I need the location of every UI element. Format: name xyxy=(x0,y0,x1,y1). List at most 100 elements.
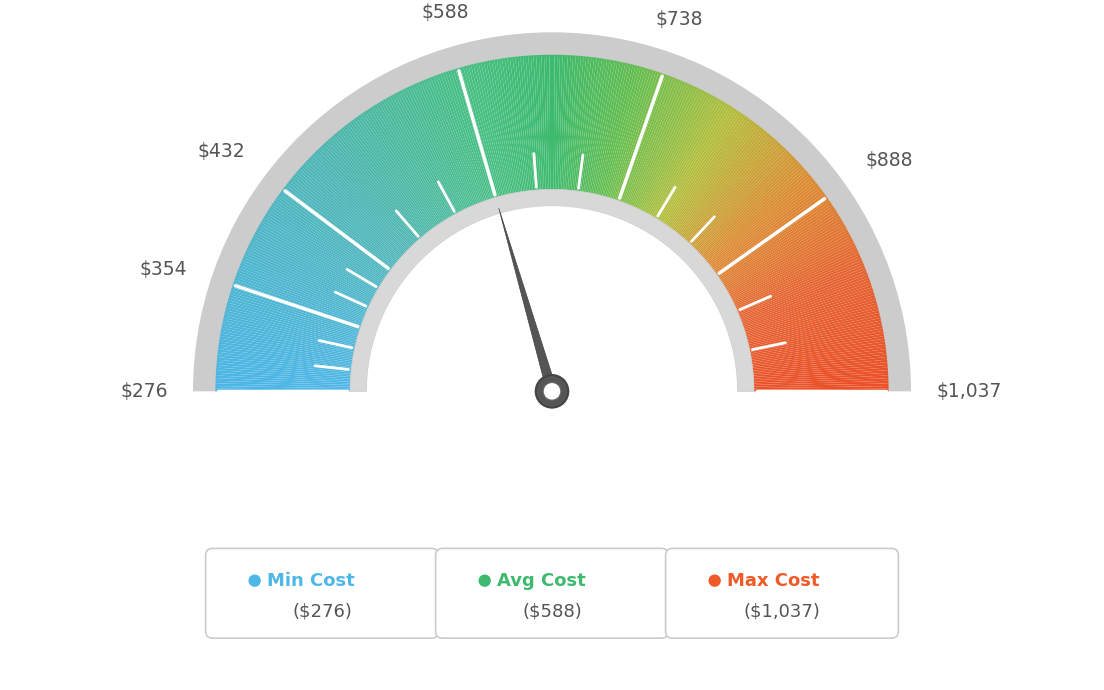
Wedge shape xyxy=(374,104,446,220)
Wedge shape xyxy=(533,55,542,190)
Wedge shape xyxy=(613,70,656,199)
Wedge shape xyxy=(484,61,512,194)
Wedge shape xyxy=(365,110,442,224)
Wedge shape xyxy=(244,253,368,310)
Wedge shape xyxy=(747,308,879,343)
Wedge shape xyxy=(338,130,425,236)
Wedge shape xyxy=(740,265,864,317)
Wedge shape xyxy=(726,222,845,291)
Wedge shape xyxy=(715,193,826,274)
Wedge shape xyxy=(376,103,448,219)
Wedge shape xyxy=(414,83,470,207)
Wedge shape xyxy=(712,185,819,269)
Wedge shape xyxy=(736,255,861,311)
Wedge shape xyxy=(274,200,386,278)
Wedge shape xyxy=(667,115,745,226)
Wedge shape xyxy=(270,204,384,280)
Wedge shape xyxy=(224,313,355,346)
Wedge shape xyxy=(299,167,402,258)
Wedge shape xyxy=(288,181,394,266)
Wedge shape xyxy=(753,359,888,374)
Wedge shape xyxy=(753,362,888,375)
Text: Avg Cost: Avg Cost xyxy=(497,571,586,590)
Text: $1,037: $1,037 xyxy=(936,382,1001,401)
Wedge shape xyxy=(279,191,390,273)
Wedge shape xyxy=(316,150,412,248)
Wedge shape xyxy=(722,211,838,284)
Wedge shape xyxy=(223,315,355,347)
Wedge shape xyxy=(217,352,351,369)
Wedge shape xyxy=(240,265,364,317)
Wedge shape xyxy=(639,88,700,210)
Wedge shape xyxy=(346,124,429,232)
Wedge shape xyxy=(216,368,351,379)
Wedge shape xyxy=(370,107,444,221)
Wedge shape xyxy=(340,128,426,235)
Wedge shape xyxy=(742,277,870,324)
Wedge shape xyxy=(666,113,743,225)
Wedge shape xyxy=(746,297,875,337)
Wedge shape xyxy=(754,373,889,382)
Wedge shape xyxy=(231,287,360,331)
Wedge shape xyxy=(487,61,514,193)
Wedge shape xyxy=(275,198,386,277)
Wedge shape xyxy=(502,58,523,192)
Wedge shape xyxy=(647,94,712,214)
Wedge shape xyxy=(731,234,851,298)
Wedge shape xyxy=(700,163,800,255)
Wedge shape xyxy=(433,75,482,202)
Wedge shape xyxy=(704,170,808,260)
Wedge shape xyxy=(448,70,491,199)
Wedge shape xyxy=(222,326,354,353)
Wedge shape xyxy=(406,87,466,209)
Wedge shape xyxy=(752,346,885,366)
Wedge shape xyxy=(686,139,776,241)
Wedge shape xyxy=(367,206,737,391)
Wedge shape xyxy=(718,200,830,278)
Wedge shape xyxy=(253,234,373,298)
Wedge shape xyxy=(240,262,365,315)
Wedge shape xyxy=(216,359,351,374)
Wedge shape xyxy=(241,260,367,314)
Wedge shape xyxy=(640,89,702,210)
Wedge shape xyxy=(744,287,873,331)
Wedge shape xyxy=(216,357,351,373)
Wedge shape xyxy=(750,326,882,353)
Wedge shape xyxy=(468,65,503,196)
Wedge shape xyxy=(265,213,381,286)
Wedge shape xyxy=(732,239,853,301)
Wedge shape xyxy=(283,187,392,270)
Wedge shape xyxy=(408,86,467,208)
Wedge shape xyxy=(247,246,370,306)
Wedge shape xyxy=(257,227,375,294)
Wedge shape xyxy=(229,297,358,337)
Wedge shape xyxy=(708,177,813,264)
Wedge shape xyxy=(722,209,836,283)
Wedge shape xyxy=(607,68,646,197)
Wedge shape xyxy=(216,371,350,380)
Text: ($588): ($588) xyxy=(522,602,582,620)
Wedge shape xyxy=(435,75,484,202)
Wedge shape xyxy=(556,55,563,190)
Text: $888: $888 xyxy=(866,150,913,170)
Wedge shape xyxy=(668,116,747,227)
Wedge shape xyxy=(705,172,809,262)
Wedge shape xyxy=(234,277,362,324)
FancyBboxPatch shape xyxy=(666,549,899,638)
Wedge shape xyxy=(689,144,783,244)
Wedge shape xyxy=(754,381,889,386)
Wedge shape xyxy=(617,73,664,201)
Polygon shape xyxy=(499,208,556,393)
Wedge shape xyxy=(753,355,887,371)
Wedge shape xyxy=(719,202,831,279)
Wedge shape xyxy=(750,320,882,351)
Wedge shape xyxy=(702,167,805,258)
Wedge shape xyxy=(225,308,357,343)
Wedge shape xyxy=(526,56,538,190)
Wedge shape xyxy=(333,134,422,238)
Wedge shape xyxy=(388,97,455,215)
Wedge shape xyxy=(215,384,350,388)
Wedge shape xyxy=(735,248,858,307)
Wedge shape xyxy=(308,157,407,252)
Wedge shape xyxy=(752,349,887,368)
